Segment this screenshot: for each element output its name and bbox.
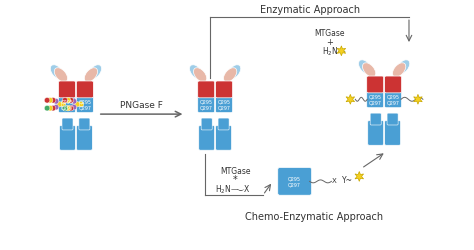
FancyBboxPatch shape xyxy=(367,92,383,108)
Polygon shape xyxy=(337,47,346,56)
Ellipse shape xyxy=(190,66,203,80)
FancyBboxPatch shape xyxy=(79,118,90,130)
Ellipse shape xyxy=(363,64,376,78)
FancyBboxPatch shape xyxy=(59,82,75,98)
Circle shape xyxy=(45,98,50,104)
Text: Q295
Q297: Q295 Q297 xyxy=(78,100,91,110)
FancyBboxPatch shape xyxy=(62,118,73,130)
Circle shape xyxy=(62,106,68,112)
Circle shape xyxy=(50,98,56,104)
Circle shape xyxy=(65,106,71,112)
Text: Q295
Q297: Q295 Q297 xyxy=(387,94,400,105)
FancyBboxPatch shape xyxy=(370,114,381,126)
Circle shape xyxy=(47,106,53,112)
Ellipse shape xyxy=(50,66,64,80)
FancyBboxPatch shape xyxy=(384,77,401,94)
Text: Y~: Y~ xyxy=(342,175,353,184)
FancyBboxPatch shape xyxy=(199,126,215,150)
FancyBboxPatch shape xyxy=(76,96,93,113)
Circle shape xyxy=(50,106,56,112)
Ellipse shape xyxy=(193,68,207,83)
Ellipse shape xyxy=(84,68,98,83)
FancyBboxPatch shape xyxy=(76,126,92,150)
FancyBboxPatch shape xyxy=(384,92,401,108)
Ellipse shape xyxy=(228,66,241,80)
Text: MTGase: MTGase xyxy=(220,166,250,175)
Circle shape xyxy=(62,98,68,104)
Text: Q295
Q297: Q295 Q297 xyxy=(200,100,213,110)
Text: *: * xyxy=(233,175,237,185)
Circle shape xyxy=(53,99,59,104)
Ellipse shape xyxy=(396,60,410,75)
Text: Chemo-Enzymatic Approach: Chemo-Enzymatic Approach xyxy=(246,211,383,221)
Text: Q295
Q297: Q295 Q297 xyxy=(218,100,230,110)
Text: Q295
Q297: Q295 Q297 xyxy=(369,94,382,105)
Circle shape xyxy=(53,105,59,110)
Text: Q295
Q297: Q295 Q297 xyxy=(61,100,73,110)
Text: PNGase F: PNGase F xyxy=(120,101,163,110)
FancyBboxPatch shape xyxy=(216,96,233,113)
Ellipse shape xyxy=(392,64,406,78)
Circle shape xyxy=(74,102,80,108)
Text: Enzymatic Approach: Enzymatic Approach xyxy=(259,5,360,15)
FancyBboxPatch shape xyxy=(387,114,398,126)
FancyBboxPatch shape xyxy=(59,96,75,113)
Text: X: X xyxy=(332,178,337,184)
Polygon shape xyxy=(355,172,364,182)
Ellipse shape xyxy=(88,66,101,80)
Circle shape xyxy=(60,102,66,108)
Circle shape xyxy=(68,98,74,104)
Ellipse shape xyxy=(358,60,372,75)
FancyBboxPatch shape xyxy=(76,82,93,98)
FancyBboxPatch shape xyxy=(218,118,229,130)
Text: +: + xyxy=(326,38,333,47)
FancyBboxPatch shape xyxy=(216,126,231,150)
Text: Q295
Q297: Q295 Q297 xyxy=(288,176,301,187)
Circle shape xyxy=(56,102,62,108)
Circle shape xyxy=(47,98,53,104)
FancyBboxPatch shape xyxy=(368,121,383,146)
FancyBboxPatch shape xyxy=(367,77,383,94)
FancyBboxPatch shape xyxy=(201,118,212,130)
FancyBboxPatch shape xyxy=(278,168,311,196)
Circle shape xyxy=(45,106,50,112)
Circle shape xyxy=(68,106,74,112)
Ellipse shape xyxy=(224,68,237,83)
Circle shape xyxy=(78,102,84,108)
FancyBboxPatch shape xyxy=(198,96,215,113)
Ellipse shape xyxy=(55,68,68,83)
FancyBboxPatch shape xyxy=(198,82,215,98)
Text: H$_2$N—: H$_2$N— xyxy=(321,46,346,58)
FancyBboxPatch shape xyxy=(60,126,75,150)
FancyBboxPatch shape xyxy=(216,82,233,98)
FancyBboxPatch shape xyxy=(384,121,401,146)
Circle shape xyxy=(71,105,77,110)
Text: MTGase: MTGase xyxy=(314,28,345,38)
Polygon shape xyxy=(414,95,422,105)
Polygon shape xyxy=(346,95,355,105)
Circle shape xyxy=(65,98,71,104)
Circle shape xyxy=(71,99,77,104)
Text: H$_2$N—$\!\!\smile\!\!$X: H$_2$N—$\!\!\smile\!\!$X xyxy=(215,182,251,195)
